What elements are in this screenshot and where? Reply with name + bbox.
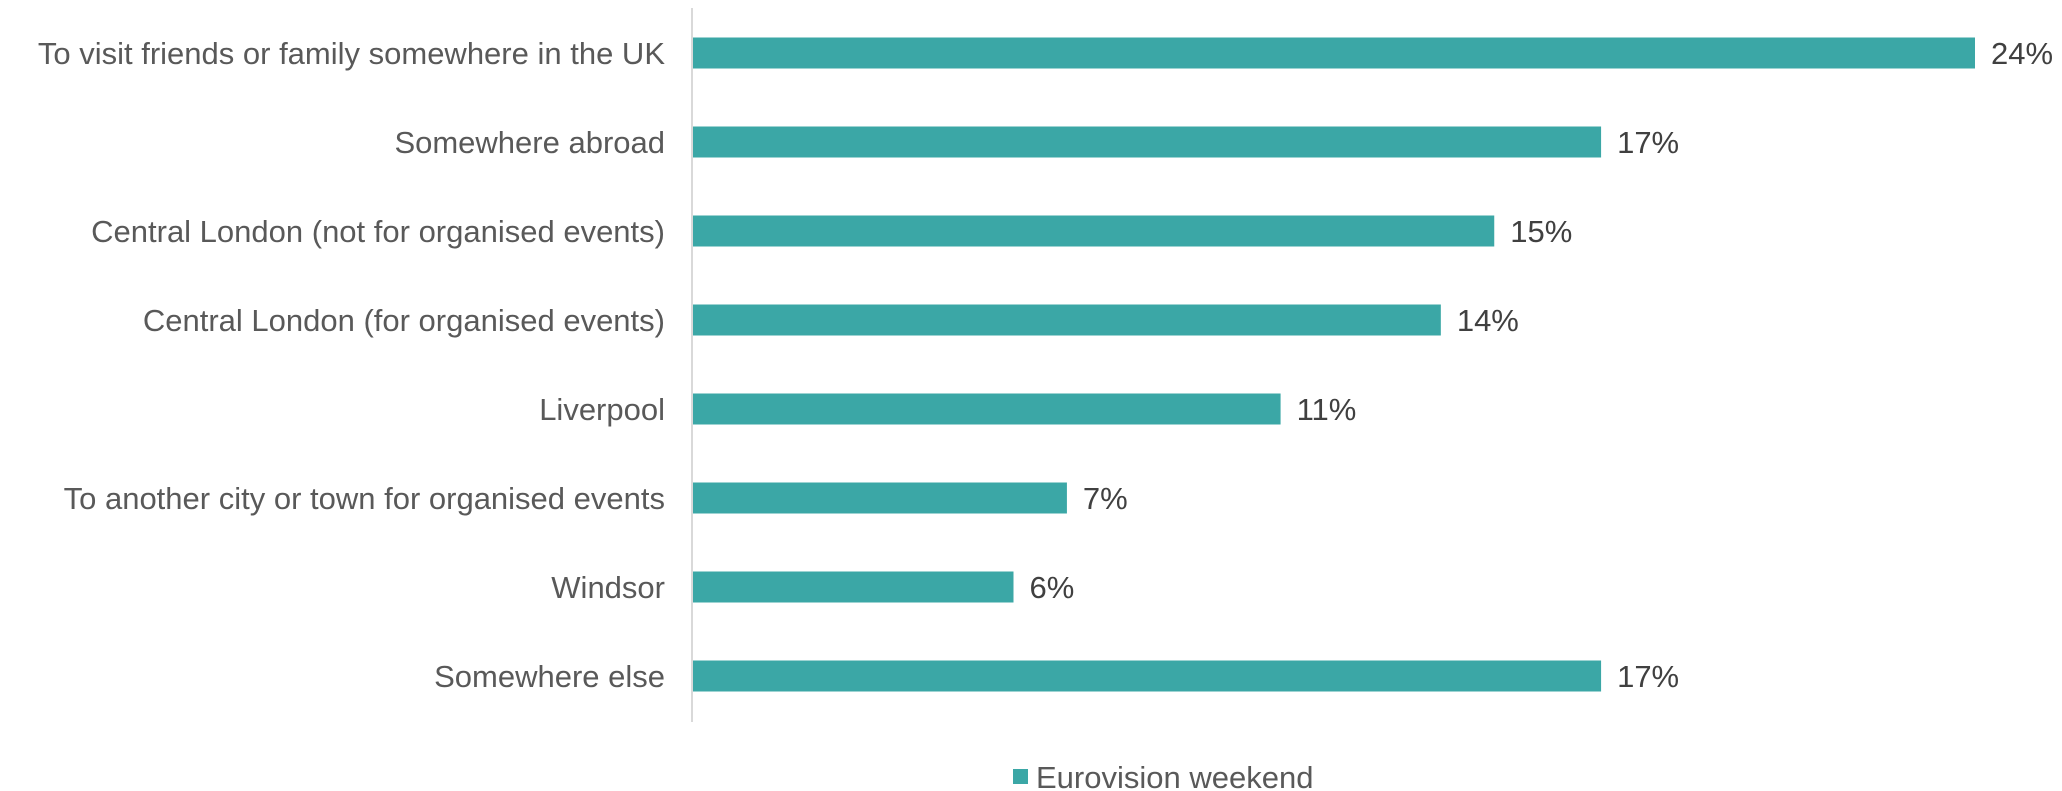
data-label: 17% bbox=[1617, 659, 1679, 694]
data-labels: 24% 17% 15% 14% 11% 7% 6% 17% bbox=[1030, 36, 2054, 694]
data-label: 17% bbox=[1617, 125, 1679, 160]
bar bbox=[693, 393, 1281, 425]
bar bbox=[693, 215, 1495, 247]
data-label: 6% bbox=[1030, 570, 1075, 605]
bars-layer bbox=[693, 37, 1975, 692]
category-labels: To visit friends or family somewhere in … bbox=[38, 36, 665, 694]
category-label: Central London (for organised events) bbox=[143, 303, 665, 338]
bar bbox=[693, 660, 1602, 692]
bar bbox=[693, 37, 1975, 69]
category-label: Windsor bbox=[551, 570, 665, 605]
legend-swatch bbox=[1013, 769, 1028, 784]
bar bbox=[693, 571, 1014, 603]
category-label: Somewhere else bbox=[434, 659, 665, 694]
category-label: Somewhere abroad bbox=[394, 125, 665, 160]
bar bbox=[693, 304, 1441, 336]
legend-label: Eurovision weekend bbox=[1036, 760, 1313, 791]
bar bbox=[693, 482, 1067, 514]
category-label: Liverpool bbox=[539, 392, 665, 427]
data-label: 24% bbox=[1991, 36, 2053, 71]
data-label: 15% bbox=[1510, 214, 1572, 249]
data-label: 7% bbox=[1083, 481, 1128, 516]
category-label: To another city or town for organised ev… bbox=[64, 481, 665, 516]
legend: Eurovision weekend bbox=[1013, 760, 1313, 791]
data-label: 14% bbox=[1457, 303, 1519, 338]
category-label: To visit friends or family somewhere in … bbox=[38, 36, 665, 71]
category-label: Central London (not for organised events… bbox=[91, 214, 665, 249]
bar bbox=[693, 126, 1602, 158]
data-label: 11% bbox=[1297, 392, 1357, 427]
